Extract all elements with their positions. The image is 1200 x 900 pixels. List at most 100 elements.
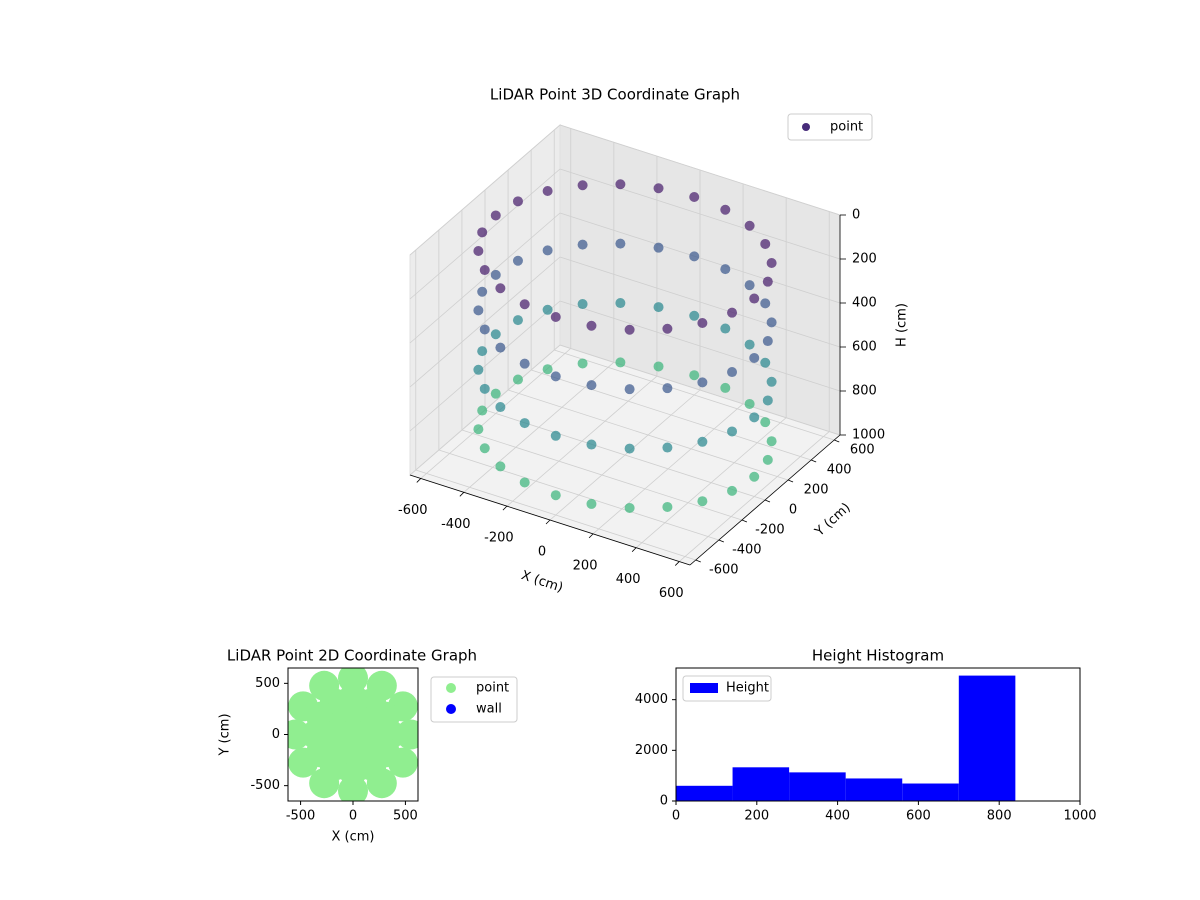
- point: [727, 426, 738, 437]
- grid-line: [409, 212, 561, 344]
- legend-marker: [446, 683, 456, 693]
- bar: [958, 675, 1016, 801]
- y-tick-label: 500: [255, 676, 280, 691]
- point: [749, 352, 760, 363]
- grid-line: [559, 212, 841, 304]
- point: [495, 342, 506, 353]
- x-tick-label: 800: [987, 809, 1012, 824]
- chart-title: Height Histogram: [812, 647, 944, 665]
- point: [624, 502, 635, 513]
- point: [586, 498, 597, 509]
- point: [586, 439, 597, 450]
- point: [512, 255, 523, 266]
- legend-label: wall: [476, 702, 502, 717]
- point: [697, 377, 708, 388]
- y-tick-label: 0: [660, 794, 668, 809]
- point: [615, 357, 626, 368]
- point: [760, 298, 771, 309]
- tick-mark: [787, 479, 794, 483]
- legend-label: point: [830, 120, 863, 135]
- axis-line: [409, 474, 691, 566]
- point: [512, 374, 523, 385]
- x-tick-label: 200: [744, 809, 769, 824]
- point: [766, 317, 777, 328]
- legend-marker: [446, 704, 456, 714]
- z-tick-label: 400: [852, 296, 877, 311]
- point: [495, 461, 506, 472]
- point: [720, 382, 731, 393]
- tick-mark: [545, 519, 551, 525]
- point: [615, 298, 626, 309]
- point: [766, 258, 777, 268]
- point: [760, 238, 771, 249]
- z-axis-label: H (cm): [895, 303, 910, 347]
- grid-line: [409, 256, 561, 388]
- point: [477, 227, 488, 238]
- point: [662, 442, 673, 453]
- point: [477, 286, 488, 297]
- grid-line: [507, 389, 789, 481]
- point: [749, 471, 760, 482]
- point: [760, 417, 771, 428]
- z-tick-label: 600: [852, 340, 877, 355]
- point: [653, 183, 664, 194]
- point: [477, 346, 488, 357]
- x-tick-label: 500: [393, 809, 418, 824]
- point: [586, 380, 597, 391]
- point: [720, 323, 731, 334]
- tick-mark: [741, 519, 748, 523]
- tick-mark: [695, 559, 701, 563]
- grid-line: [554, 349, 835, 441]
- grid-line: [415, 469, 696, 561]
- grid-line: [559, 124, 841, 216]
- point: [689, 310, 700, 321]
- point: [766, 436, 777, 447]
- point: [473, 246, 484, 256]
- point: [473, 424, 484, 435]
- y-tick-label: -500: [250, 778, 280, 793]
- z-tick-label: 1000: [852, 428, 885, 443]
- point: [577, 358, 588, 369]
- legend-box: [682, 675, 772, 702]
- y-axis-label: Y (cm): [218, 713, 233, 756]
- tick-mark: [588, 533, 594, 539]
- x-tick-label: 200: [573, 558, 598, 573]
- x-tick-label: 600: [659, 586, 684, 601]
- y-tick-label: 600: [850, 443, 875, 458]
- y-tick-label: -200: [755, 523, 785, 538]
- point: [519, 418, 530, 429]
- legend-label: Height: [726, 681, 769, 696]
- point: [727, 307, 738, 318]
- point: [477, 405, 488, 416]
- x-tick-label: 1000: [1063, 809, 1096, 824]
- z-tick-label: 800: [852, 384, 877, 399]
- point: [479, 443, 490, 454]
- point: [542, 245, 553, 256]
- tick-mark: [416, 478, 422, 483]
- point: [479, 383, 490, 394]
- point: [762, 395, 773, 406]
- legend-label: point: [476, 681, 509, 696]
- point: [760, 357, 771, 368]
- x-tick-label: -600: [398, 503, 428, 518]
- point: [762, 276, 773, 287]
- x-tick-label: -500: [286, 809, 316, 824]
- point: [689, 251, 700, 262]
- y-tick-label: -600: [709, 563, 739, 578]
- point: [479, 265, 490, 276]
- point: [624, 324, 635, 335]
- y-tick-label: 0: [272, 727, 280, 742]
- bar: [732, 767, 790, 801]
- point: [697, 436, 708, 447]
- tick-mark: [718, 539, 724, 543]
- x-axis-label: X (cm): [519, 568, 565, 596]
- point: [519, 477, 530, 488]
- point: [512, 315, 523, 326]
- point: [689, 370, 700, 381]
- bar: [676, 785, 733, 801]
- point: [542, 186, 553, 196]
- point: [490, 210, 501, 221]
- point: [689, 192, 700, 202]
- point: [749, 412, 760, 423]
- y-tick-label: 4000: [635, 692, 668, 707]
